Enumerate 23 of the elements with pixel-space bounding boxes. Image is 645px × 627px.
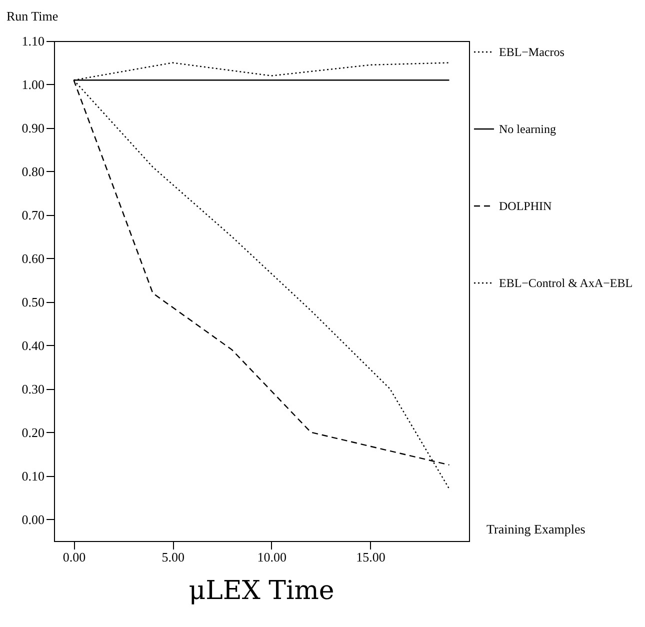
x-tick-label: 5.00	[162, 550, 184, 564]
y-tick-label: 0.60	[22, 250, 44, 266]
y-tick-label: 0.40	[22, 338, 44, 353]
x-tick-label: 10.00	[257, 550, 287, 564]
legend-label: EBL−Control & AxA−EBL	[499, 276, 633, 290]
legend-label: No learning	[499, 122, 556, 136]
y-tick-label: 0.50	[22, 294, 44, 310]
y-tick-label: 0.30	[22, 381, 44, 396]
y-axis-title: Run Time	[6, 8, 58, 24]
text: μLEX Time	[188, 576, 334, 606]
y-tick-label: 0.20	[22, 424, 44, 440]
y-tick-label: 0.70	[22, 207, 44, 222]
y-tick-label: 0.90	[22, 120, 44, 136]
y-tick-label: 1.10	[22, 34, 44, 48]
x-tick-label: 0.00	[62, 550, 86, 564]
legend-label: DOLPHIN	[499, 199, 552, 213]
y-tick-label: 1.00	[22, 76, 44, 92]
y-tick-label: 0.10	[22, 468, 44, 484]
x-axis-title: Training Examples	[486, 522, 586, 536]
legend-label: EBL−Macros	[499, 45, 565, 59]
x-tick-label: 15.00	[356, 550, 386, 564]
y-tick-label: 0.00	[22, 512, 44, 527]
y-tick-label: 0.80	[22, 164, 44, 179]
